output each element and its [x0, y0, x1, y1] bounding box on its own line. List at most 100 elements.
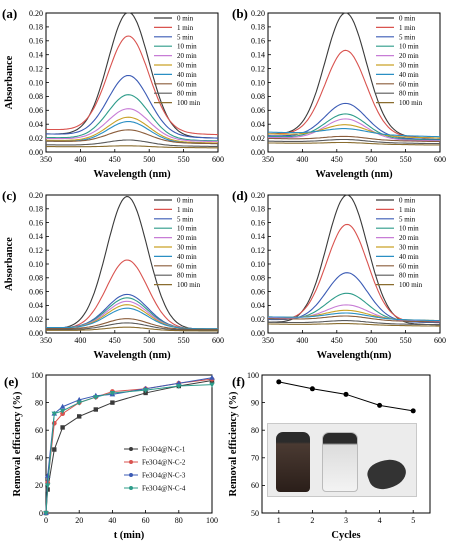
legend-label: 5 min — [399, 215, 416, 223]
y-tick-label: 60 — [35, 426, 43, 435]
y-tick-label: 0.06 — [251, 287, 265, 296]
legend-label: 80 min — [177, 272, 197, 280]
y-tick-label: 0 — [39, 509, 43, 518]
x-tick-label: 3 — [344, 516, 348, 525]
legend-label: 30 min — [177, 244, 197, 252]
series-line — [46, 318, 218, 331]
x-tick-label: 60 — [142, 516, 150, 525]
y-axis-label: Removal efficiency (%) — [12, 391, 23, 496]
magnetic-adsorbent-piece — [364, 454, 410, 494]
x-tick-label: 500 — [365, 155, 377, 164]
y-tick-label: 20 — [35, 481, 43, 490]
y-tick-label: 0.10 — [251, 260, 265, 269]
y-tick-label: 0.12 — [29, 64, 43, 73]
y-tick-label: 0.00 — [251, 329, 265, 338]
legend-label: 10 min — [399, 225, 419, 233]
legend-label: 40 min — [399, 253, 419, 261]
data-point — [51, 411, 58, 417]
legend-marker — [129, 460, 133, 464]
series-line — [267, 135, 441, 143]
legend-label: 5 min — [399, 33, 416, 41]
y-tick-label: 0.10 — [251, 78, 265, 87]
legend-label: Fe3O4@N-C-1 — [142, 446, 186, 454]
y-tick-label: 90 — [251, 398, 259, 407]
y-tick-label: 0.14 — [29, 232, 43, 241]
chart-panel-5: 0 20 40 60 80 100 0 20 40 60 80 100 t (min) Removal e… — [4, 371, 218, 541]
x-tick-label: 100 — [206, 516, 218, 525]
legend-label: 0 min — [399, 15, 416, 23]
legend-label: 1 min — [177, 24, 194, 32]
y-tick-label: 0.04 — [29, 120, 43, 129]
data-point — [110, 400, 115, 405]
legend-label: 60 min — [177, 262, 197, 270]
legend-label: 10 min — [177, 43, 197, 51]
data-point — [410, 408, 416, 414]
y-tick-label: 0.20 — [29, 191, 43, 200]
data-point — [142, 388, 149, 394]
series-line — [45, 116, 219, 144]
y-tick-label: 0.10 — [29, 260, 43, 269]
series-line — [267, 315, 441, 323]
x-tick-label: 600 — [434, 336, 446, 345]
y-tick-label: 0.20 — [29, 9, 43, 18]
data-point — [93, 407, 98, 412]
y-axis-label: Absorbance — [4, 55, 15, 109]
x-tick-label: 350 — [40, 336, 52, 345]
legend-label: 5 min — [177, 215, 194, 223]
data-point — [176, 384, 182, 390]
y-tick-label: 0.16 — [251, 37, 265, 46]
data-point — [176, 380, 182, 386]
clear-solution-jar — [322, 432, 358, 492]
legend-label: 80 min — [177, 90, 197, 98]
legend-label: 30 min — [177, 62, 197, 70]
series-line — [46, 293, 219, 330]
x-tick-label: 400 — [74, 336, 86, 345]
x-tick-label: 350 — [262, 336, 274, 345]
legend-label: 20 min — [399, 52, 419, 60]
series-line — [45, 108, 219, 143]
series-line — [267, 124, 440, 139]
legend-label: 100 min — [177, 281, 201, 289]
y-tick-label: 0.14 — [29, 51, 43, 60]
x-tick-label: 450 — [109, 336, 121, 345]
chart-panel-4: 350 400 450 500 550 600 0.00 0.02 0.04 0.06 0.08 0.… — [232, 188, 446, 361]
panel-label: (f) — [232, 374, 245, 389]
data-point — [309, 386, 315, 392]
panel-label: (e) — [4, 374, 18, 389]
series-line — [46, 129, 219, 145]
legend-label: 10 min — [177, 225, 197, 233]
series-line — [46, 322, 218, 331]
data-point — [209, 374, 215, 380]
y-tick-label: 0.20 — [251, 191, 265, 200]
x-tick-label: 350 — [262, 155, 274, 164]
x-axis-label: Wavelength(nm) — [317, 350, 392, 361]
y-tick-label: 0.04 — [251, 120, 265, 129]
y-tick-label: 80 — [35, 398, 43, 407]
y-tick-label: 0.12 — [251, 64, 265, 73]
legend-label: 20 min — [177, 234, 197, 242]
legend-label: 100 min — [399, 281, 423, 289]
y-tick-label: 0.18 — [29, 23, 43, 32]
series-line — [46, 139, 218, 147]
y-tick-label: 0.00 — [29, 329, 43, 338]
data-point — [209, 382, 215, 388]
y-tick-label: 100 — [247, 371, 259, 380]
data-point — [59, 408, 66, 414]
y-tick-label: 0.14 — [251, 232, 265, 241]
x-axis-label: Cycles — [331, 530, 360, 541]
y-tick-label: 40 — [35, 454, 43, 463]
y-tick-label: 0.02 — [29, 134, 43, 143]
legend-label: 1 min — [399, 24, 416, 32]
y-tick-label: 0.02 — [29, 315, 43, 324]
x-tick-label: 550 — [178, 336, 190, 345]
x-axis-label: Wavelength (nm) — [93, 169, 171, 180]
x-tick-label: 450 — [109, 155, 121, 164]
series-line — [46, 326, 218, 332]
x-tick-label: 550 — [400, 155, 412, 164]
y-tick-label: 0.18 — [251, 23, 265, 32]
x-axis-label: Wavelength (nm) — [315, 169, 393, 180]
panel-label: (c) — [2, 188, 16, 203]
y-tick-label: 0.08 — [29, 92, 43, 101]
series-line — [267, 118, 441, 142]
panel-label: (d) — [232, 188, 248, 203]
